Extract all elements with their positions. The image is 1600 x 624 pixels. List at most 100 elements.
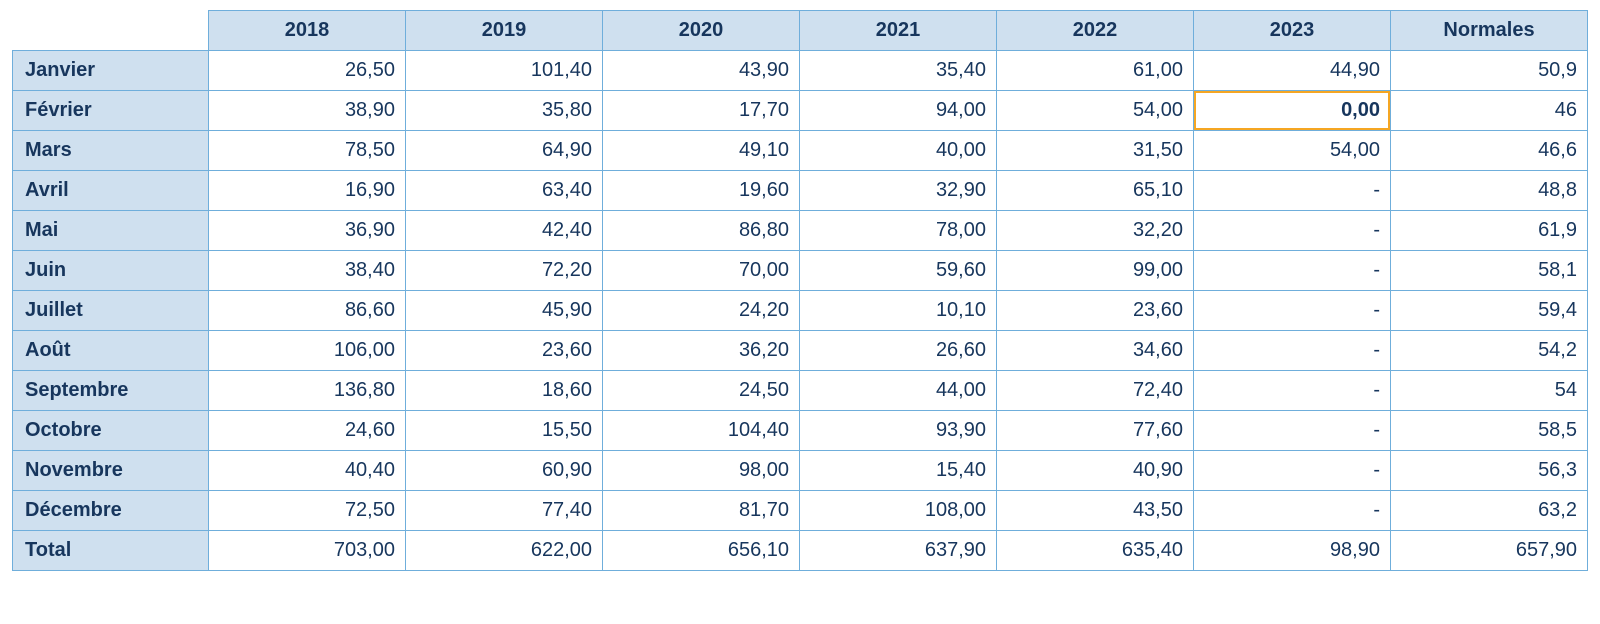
cell: 44,00 [800, 371, 997, 411]
cell: 46,6 [1391, 131, 1588, 171]
cell: 622,00 [406, 531, 603, 571]
row-label: Juin [13, 251, 209, 291]
cell: 77,60 [997, 411, 1194, 451]
cell: 46 [1391, 91, 1588, 131]
cell: 657,90 [1391, 531, 1588, 571]
row-label: Mars [13, 131, 209, 171]
cell: 42,40 [406, 211, 603, 251]
cell: 98,00 [603, 451, 800, 491]
cell: 32,20 [997, 211, 1194, 251]
cell: 24,20 [603, 291, 800, 331]
cell: 58,1 [1391, 251, 1588, 291]
cell: 23,60 [406, 331, 603, 371]
cell: 86,80 [603, 211, 800, 251]
cell: 18,60 [406, 371, 603, 411]
row-label: Septembre [13, 371, 209, 411]
col-header: Normales [1391, 11, 1588, 51]
corner-cell [13, 11, 209, 51]
row-label: Avril [13, 171, 209, 211]
cell: 54 [1391, 371, 1588, 411]
cell: 70,00 [603, 251, 800, 291]
cell: 32,90 [800, 171, 997, 211]
cell: 72,20 [406, 251, 603, 291]
cell: 656,10 [603, 531, 800, 571]
cell: 40,00 [800, 131, 997, 171]
cell: 43,90 [603, 51, 800, 91]
cell: 136,80 [209, 371, 406, 411]
cell: 40,90 [997, 451, 1194, 491]
col-header: 2023 [1194, 11, 1391, 51]
cell: 23,60 [997, 291, 1194, 331]
row-label: Juillet [13, 291, 209, 331]
cell: 38,90 [209, 91, 406, 131]
cell: 34,60 [997, 331, 1194, 371]
cell: 54,00 [997, 91, 1194, 131]
cell: 77,40 [406, 491, 603, 531]
cell: 106,00 [209, 331, 406, 371]
table-row: Février38,9035,8017,7094,0054,000,0046 [13, 91, 1588, 131]
col-header: 2020 [603, 11, 800, 51]
table-row: Avril16,9063,4019,6032,9065,10-48,8 [13, 171, 1588, 211]
col-header: 2019 [406, 11, 603, 51]
table-row: Novembre40,4060,9098,0015,4040,90-56,3 [13, 451, 1588, 491]
cell: - [1194, 331, 1391, 371]
cell: 17,70 [603, 91, 800, 131]
table-row: Mars78,5064,9049,1040,0031,5054,0046,6 [13, 131, 1588, 171]
cell: 58,5 [1391, 411, 1588, 451]
row-label: Mai [13, 211, 209, 251]
cell: 56,3 [1391, 451, 1588, 491]
cell: 35,40 [800, 51, 997, 91]
cell: - [1194, 371, 1391, 411]
row-label: Août [13, 331, 209, 371]
cell: 15,40 [800, 451, 997, 491]
cell: 36,20 [603, 331, 800, 371]
cell: 35,80 [406, 91, 603, 131]
cell: 45,90 [406, 291, 603, 331]
row-label: Total [13, 531, 209, 571]
table-body: Janvier26,50101,4043,9035,4061,0044,9050… [13, 51, 1588, 571]
cell: - [1194, 251, 1391, 291]
col-header: 2021 [800, 11, 997, 51]
cell: 16,90 [209, 171, 406, 211]
cell: 63,2 [1391, 491, 1588, 531]
table-row: Juillet86,6045,9024,2010,1023,60-59,4 [13, 291, 1588, 331]
cell: 60,90 [406, 451, 603, 491]
cell: 24,50 [603, 371, 800, 411]
row-label: Février [13, 91, 209, 131]
cell: - [1194, 211, 1391, 251]
cell: - [1194, 171, 1391, 211]
table-row: Octobre24,6015,50104,4093,9077,60-58,5 [13, 411, 1588, 451]
row-label: Novembre [13, 451, 209, 491]
cell: 635,40 [997, 531, 1194, 571]
table-row: Total703,00622,00656,10637,90635,4098,90… [13, 531, 1588, 571]
table-row: Janvier26,50101,4043,9035,4061,0044,9050… [13, 51, 1588, 91]
cell: - [1194, 491, 1391, 531]
cell: 48,8 [1391, 171, 1588, 211]
cell: 78,00 [800, 211, 997, 251]
cell: 15,50 [406, 411, 603, 451]
cell: 94,00 [800, 91, 997, 131]
cell: 104,40 [603, 411, 800, 451]
cell: 64,90 [406, 131, 603, 171]
cell: 0,00 [1194, 91, 1391, 131]
cell: 63,40 [406, 171, 603, 211]
cell: 59,60 [800, 251, 997, 291]
cell: 59,4 [1391, 291, 1588, 331]
cell: 26,60 [800, 331, 997, 371]
cell: 38,40 [209, 251, 406, 291]
table-row: Août106,0023,6036,2026,6034,60-54,2 [13, 331, 1588, 371]
row-label: Octobre [13, 411, 209, 451]
cell: 81,70 [603, 491, 800, 531]
cell: 101,40 [406, 51, 603, 91]
cell: 40,40 [209, 451, 406, 491]
cell: 703,00 [209, 531, 406, 571]
cell: 43,50 [997, 491, 1194, 531]
cell: 50,9 [1391, 51, 1588, 91]
cell: 61,00 [997, 51, 1194, 91]
cell: 72,40 [997, 371, 1194, 411]
cell: 54,2 [1391, 331, 1588, 371]
table-row: Mai36,9042,4086,8078,0032,20-61,9 [13, 211, 1588, 251]
table-row: Septembre136,8018,6024,5044,0072,40-54 [13, 371, 1588, 411]
row-label: Décembre [13, 491, 209, 531]
cell: 26,50 [209, 51, 406, 91]
